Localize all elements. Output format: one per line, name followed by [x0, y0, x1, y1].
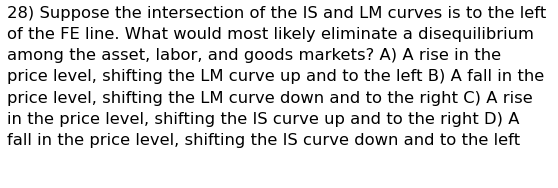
Text: 28) Suppose the intersection of the IS and LM curves is to the left
of the FE li: 28) Suppose the intersection of the IS a… — [7, 6, 546, 148]
